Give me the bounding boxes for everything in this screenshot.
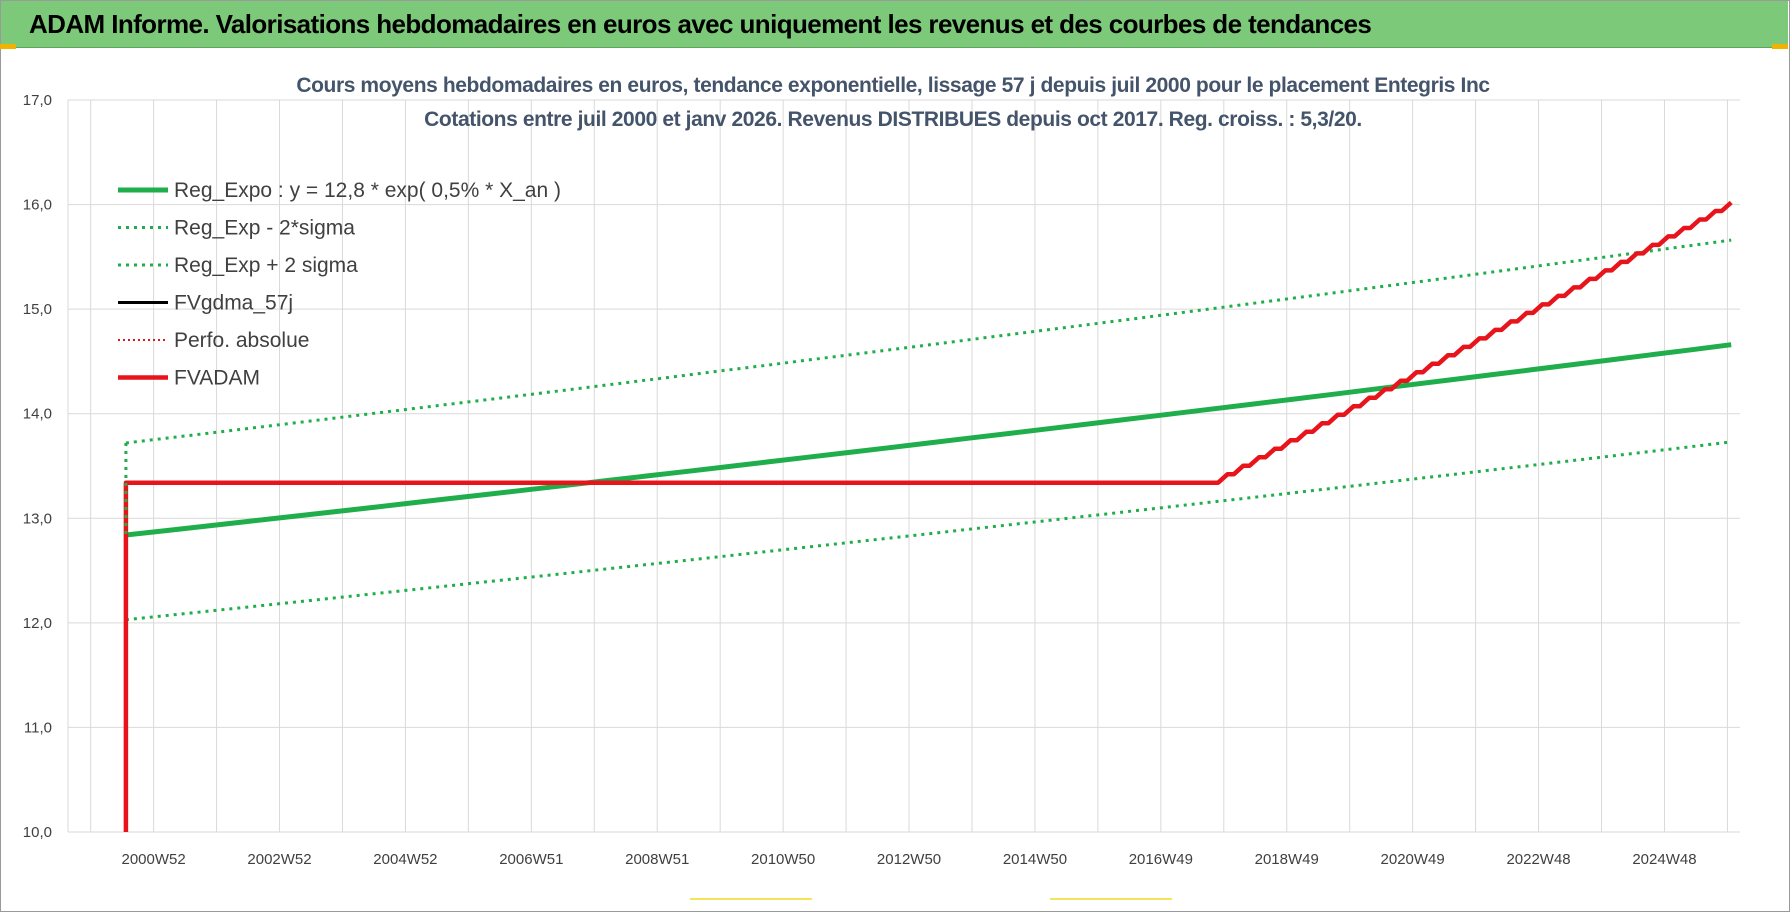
series-line (125, 342, 1732, 538)
y-axis: 10,0 11,0 12,0 13,0 14,0 15,0 16,0 17,0 (23, 92, 52, 841)
x-tick-label: 2010W50 (751, 851, 815, 868)
y-tick-label: 15,0 (23, 301, 52, 318)
x-tick-label: 2004W52 (373, 851, 437, 868)
x-tick-label: 2020W49 (1381, 851, 1445, 868)
y-tick-label: 14,0 (23, 406, 52, 423)
legend-label: Reg_Exp - 2*sigma (174, 217, 355, 240)
x-tick-label: 2014W50 (1003, 851, 1067, 868)
y-tick-label: 16,0 (23, 197, 52, 214)
y-tick-label: 17,0 (23, 92, 52, 109)
y-tick-label: 10,0 (23, 824, 52, 841)
legend-label: Reg_Expo : y = 12,8 * exp( 0,5% * X_an ) (174, 179, 561, 202)
x-tick-label: 2022W48 (1506, 851, 1570, 868)
x-tick-label: 2008W51 (625, 851, 689, 868)
page-title: ADAM Informe. Valorisations hebdomadaire… (29, 9, 1372, 39)
series-line (125, 440, 1732, 622)
x-tick-label: 2000W52 (122, 851, 186, 868)
x-axis: 2000W52 2002W52 2004W52 2006W51 2008W51 2010W… (122, 851, 1697, 868)
x-tick-label: 2018W49 (1255, 851, 1319, 868)
y-tick-label: 11,0 (24, 719, 52, 736)
x-tick-label: 2016W49 (1129, 851, 1193, 868)
grid (67, 99, 1740, 833)
legend: Reg_Expo : y = 12,8 * exp( 0,5% * X_an )… (118, 179, 561, 390)
legend-label: Reg_Exp + 2 sigma (174, 254, 358, 277)
chart-title-line-1: Cours moyens hebdomadaires en euros, ten… (296, 74, 1490, 97)
y-tick-label: 13,0 (23, 510, 52, 527)
series-line (123, 200, 1733, 832)
chart-title-line-2: Cotations entre juil 2000 et janv 2026. … (424, 108, 1362, 131)
x-tick-label: 2006W51 (499, 851, 563, 868)
legend-label: FVADAM (174, 367, 260, 390)
x-tick-label: 2024W48 (1632, 851, 1696, 868)
corner-marker-top-left (0, 44, 16, 49)
y-tick-label: 12,0 (23, 615, 52, 632)
header-banner: ADAM Informe. Valorisations hebdomadaire… (1, 1, 1788, 48)
series-line (125, 238, 1732, 445)
x-tick-label: 2002W52 (247, 851, 311, 868)
legend-label: FVgdma_57j (174, 292, 293, 315)
plot-series (123, 200, 1733, 832)
x-tick-label: 2012W50 (877, 851, 941, 868)
legend-label: Perfo. absolue (174, 329, 309, 352)
corner-marker-top-right (1772, 44, 1788, 49)
